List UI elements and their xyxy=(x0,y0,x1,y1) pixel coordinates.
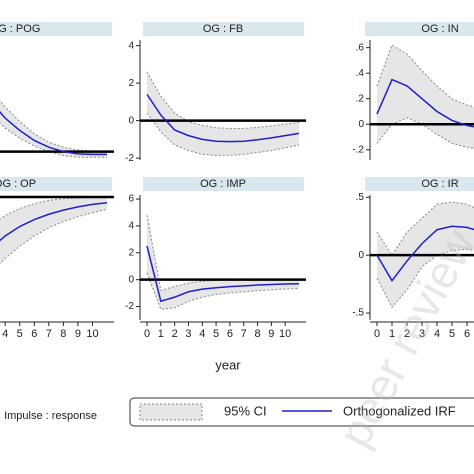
legend-swatch xyxy=(139,403,203,421)
x-tick-label: 10 xyxy=(86,328,98,340)
x-tick-label: 6 xyxy=(227,328,233,340)
legend-label: Orthogonalized IRF xyxy=(343,403,456,418)
y-tick-label: 4 xyxy=(128,40,134,51)
panel-title: OG : POG xyxy=(0,23,40,35)
panel-title-band xyxy=(365,22,474,36)
legend-label: 95% CI xyxy=(224,403,267,418)
y-tick-label: 4 xyxy=(128,221,134,232)
ci-band xyxy=(147,71,299,156)
y-tick-label: -.2 xyxy=(352,144,364,155)
x-tick-label: 5 xyxy=(213,328,219,340)
y-tick-label: .4 xyxy=(356,68,365,79)
y-tick-label: -2 xyxy=(125,301,134,312)
ci-bound xyxy=(0,122,107,158)
irf-line xyxy=(0,202,108,242)
y-tick-label: 2 xyxy=(128,247,134,258)
note: Impulse : response xyxy=(4,410,97,422)
y-tick-label: 0 xyxy=(358,250,364,261)
x-tick-label: 5 xyxy=(449,328,455,340)
ci-bound xyxy=(146,215,300,292)
y-tick-label: .2 xyxy=(356,93,365,104)
y-tick-label: 6 xyxy=(128,194,134,205)
x-tick-label: 9 xyxy=(75,328,81,340)
ci-bound xyxy=(376,44,474,108)
legend-box xyxy=(129,397,474,427)
irf-line xyxy=(376,225,474,282)
panel-title: OG : IMP xyxy=(200,178,246,190)
panel-title-band xyxy=(143,22,304,36)
y-tick-label: 0 xyxy=(128,115,134,126)
ci-bound xyxy=(146,112,300,156)
x-tick-label: 4 xyxy=(199,328,205,340)
ci-bound xyxy=(146,71,300,129)
x-tick-label: 7 xyxy=(241,328,247,340)
x-tick-label: 1 xyxy=(389,328,395,340)
irf-line xyxy=(146,93,300,143)
panel-title: OG : FB xyxy=(203,23,243,35)
panel-title-band xyxy=(0,22,112,36)
ci-band xyxy=(0,197,107,264)
irf-line xyxy=(0,111,107,156)
ci-band xyxy=(377,45,474,149)
y-tick-label: -2 xyxy=(125,153,134,164)
x-tick-label: 4 xyxy=(434,328,440,340)
panel-title: OG : OP xyxy=(0,178,36,190)
y-tick-label: 0 xyxy=(128,274,134,285)
x-tick-label: 2 xyxy=(404,328,410,340)
x-tick-label: 7 xyxy=(46,328,52,340)
panel-title: OG : IR xyxy=(421,178,458,190)
ci-bound xyxy=(376,117,474,149)
x-tick-label: 6 xyxy=(31,328,37,340)
y-tick-label: .6 xyxy=(356,42,365,53)
ci-band xyxy=(0,100,107,158)
x-tick-label: 10 xyxy=(279,328,291,340)
x-tick-label: 5 xyxy=(17,328,23,340)
x-tick-label: 8 xyxy=(254,328,260,340)
irf-line xyxy=(376,78,474,128)
x-tick-label: 3 xyxy=(419,328,425,340)
x-tick-label: 6 xyxy=(464,328,470,340)
x-tick-label: 3 xyxy=(185,328,191,340)
x-tick-label: 1 xyxy=(158,328,164,340)
y-tick-label: 0 xyxy=(358,119,364,130)
panel-title-band xyxy=(0,177,112,191)
y-tick-label: -.5 xyxy=(352,308,364,319)
x-tick-label: 4 xyxy=(2,328,8,340)
ci-bound xyxy=(0,99,108,153)
y-tick-label: 2 xyxy=(128,78,134,89)
panel-title-band xyxy=(365,177,474,191)
y-tick-label: .5 xyxy=(356,192,365,203)
x-tick-label: 9 xyxy=(268,328,274,340)
panel-title-band xyxy=(143,177,304,191)
x-tick-label: 8 xyxy=(60,328,66,340)
x-tick-label: 2 xyxy=(172,328,178,340)
x-tick-label: 0 xyxy=(144,328,150,340)
ci-bound xyxy=(0,208,108,265)
ci-band xyxy=(147,215,299,310)
panel-title: OG : IN xyxy=(421,23,458,35)
ci-bound xyxy=(376,248,474,309)
x-axis-label: year xyxy=(215,357,241,372)
irf-line xyxy=(146,245,300,303)
x-tick-label: 0 xyxy=(374,328,380,340)
